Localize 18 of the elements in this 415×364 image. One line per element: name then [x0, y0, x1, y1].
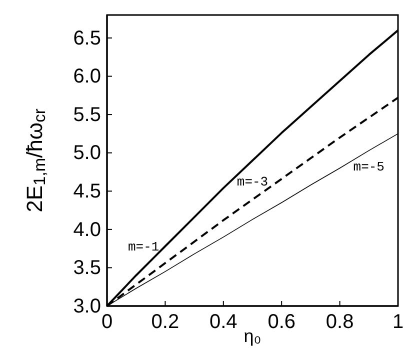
- x-tick-label: 1: [392, 311, 404, 334]
- x-tick-label: 0.4: [209, 311, 238, 334]
- x-tick-label: 0.2: [151, 311, 180, 334]
- x-tick-label: 0.8: [326, 311, 354, 334]
- y-tick-label: 4.0: [73, 218, 101, 241]
- y-tick-label: 5.0: [73, 142, 101, 164]
- y-tick-label: 4.5: [73, 180, 101, 203]
- y-tick-label: 6.5: [73, 27, 101, 50]
- y-tick-label: 3.5: [73, 257, 101, 280]
- series-label: m=-1: [128, 239, 160, 254]
- series-label: m=-5: [353, 160, 385, 175]
- y-tick-label: 6.0: [73, 66, 101, 88]
- x-tick-label: 0: [101, 311, 113, 334]
- y-tick-label: 5.5: [73, 104, 101, 126]
- x-axis-title: η₀: [244, 326, 262, 346]
- series-label: m=-3: [236, 174, 268, 190]
- y-tick-label: 3.0: [73, 295, 101, 318]
- x-tick-label: 0.6: [268, 311, 296, 334]
